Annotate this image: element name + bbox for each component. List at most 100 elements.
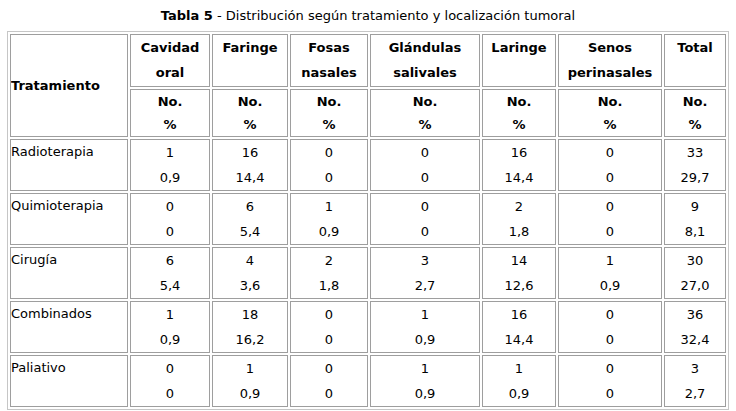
cell-percent: 1,8 xyxy=(291,273,367,298)
subheader-cell: No.% xyxy=(482,89,556,137)
cell-count: 30 xyxy=(665,248,725,273)
table-caption-text: - Distribución según tratamiento y local… xyxy=(213,8,575,23)
cell-percent: 1,8 xyxy=(483,219,555,244)
cell-count: 16 xyxy=(483,140,555,165)
table-cell: 00 xyxy=(130,355,210,407)
subheader-pct: % xyxy=(559,113,661,136)
cell-percent: 0 xyxy=(131,381,209,406)
table-row-combinados: Combinados 10,9 1816,2 00 10,9 1614,4 00… xyxy=(10,301,726,353)
column-header-fosas-nasales: Fosas nasales xyxy=(290,34,368,87)
cell-count: 6 xyxy=(213,194,287,219)
table-cell: 1816,2 xyxy=(212,301,288,353)
cell-count: 0 xyxy=(291,302,367,327)
cell-percent: 0,9 xyxy=(291,219,367,244)
table-cell: 00 xyxy=(558,301,662,353)
row-label: Paliativo xyxy=(10,355,128,407)
cell-count: 0 xyxy=(371,194,479,219)
cell-percent: 0 xyxy=(559,219,661,244)
cell-percent: 0 xyxy=(291,165,367,190)
cell-percent: 8,1 xyxy=(665,219,725,244)
table-caption: Tabla 5 - Distribución según tratamiento… xyxy=(0,0,736,31)
table-cell: 00 xyxy=(558,139,662,191)
cell-percent: 0,9 xyxy=(371,327,479,352)
table-cell: 00 xyxy=(290,355,368,407)
corner-header-tratamiento: Tratamiento xyxy=(10,34,128,137)
cell-percent: 0 xyxy=(559,327,661,352)
cell-count: 1 xyxy=(559,248,661,273)
table-cell: 00 xyxy=(290,139,368,191)
row-label: Radioterapia xyxy=(10,139,128,191)
subheader-no: No. xyxy=(291,90,367,113)
table-cell: 1614,4 xyxy=(212,139,288,191)
table-cell: 00 xyxy=(370,193,480,245)
subheader-pct: % xyxy=(665,113,725,136)
cell-count: 0 xyxy=(559,356,661,381)
table-cell-total: 3632,4 xyxy=(664,301,726,353)
row-label: Combinados xyxy=(10,301,128,353)
cell-count: 16 xyxy=(213,140,287,165)
subheader-no: No. xyxy=(665,90,725,113)
column-header-cavidad-oral: Cavidad oral xyxy=(130,34,210,87)
column-header-laringe: Laringe xyxy=(482,34,556,87)
cell-count: 18 xyxy=(213,302,287,327)
cell-count: 1 xyxy=(371,356,479,381)
cell-count: 3 xyxy=(371,248,479,273)
subheader-cell: No.% xyxy=(212,89,288,137)
subheader-pct: % xyxy=(483,113,555,136)
treatment-location-table: Tratamiento Cavidad oral Faringe Fosas n… xyxy=(7,31,729,410)
cell-count: 2 xyxy=(291,248,367,273)
cell-percent: 0 xyxy=(291,327,367,352)
cell-count: 0 xyxy=(131,356,209,381)
subheader-cell: No.% xyxy=(664,89,726,137)
cell-count: 1 xyxy=(131,140,209,165)
cell-percent: 3,6 xyxy=(213,273,287,298)
page: Tabla 5 - Distribución según tratamiento… xyxy=(0,0,736,411)
cell-percent: 0 xyxy=(559,381,661,406)
table-cell: 1614,4 xyxy=(482,301,556,353)
subheader-pct: % xyxy=(371,113,479,136)
cell-percent: 5,4 xyxy=(131,273,209,298)
table-cell: 10,9 xyxy=(130,139,210,191)
table-row-paliativo: Paliativo 00 10,9 00 10,9 10,9 00 32,7 xyxy=(10,355,726,407)
cell-percent: 12,6 xyxy=(483,273,555,298)
cell-percent: 0 xyxy=(371,219,479,244)
cell-count: 9 xyxy=(665,194,725,219)
table-caption-label: Tabla 5 xyxy=(161,8,213,23)
table-cell: 10,9 xyxy=(212,355,288,407)
table-cell: 00 xyxy=(558,193,662,245)
row-label: Quimioterapia xyxy=(10,193,128,245)
header-row-locations: Tratamiento Cavidad oral Faringe Fosas n… xyxy=(10,34,726,87)
cell-percent: 14,4 xyxy=(213,165,287,190)
cell-percent: 16,2 xyxy=(213,327,287,352)
table-cell-total: 3027,0 xyxy=(664,247,726,299)
table-cell: 1412,6 xyxy=(482,247,556,299)
cell-count: 14 xyxy=(483,248,555,273)
column-header-total: Total xyxy=(664,34,726,87)
cell-count: 4 xyxy=(213,248,287,273)
table-cell: 32,7 xyxy=(370,247,480,299)
table-cell-total: 98,1 xyxy=(664,193,726,245)
cell-percent: 0,9 xyxy=(559,273,661,298)
cell-count: 16 xyxy=(483,302,555,327)
table-cell: 10,9 xyxy=(130,301,210,353)
cell-count: 0 xyxy=(131,194,209,219)
table-cell: 65,4 xyxy=(130,247,210,299)
cell-percent: 0 xyxy=(559,165,661,190)
subheader-no: No. xyxy=(213,90,287,113)
cell-percent: 14,4 xyxy=(483,165,555,190)
cell-count: 0 xyxy=(291,356,367,381)
column-header-glandulas-salivales: Glándulas salivales xyxy=(370,34,480,87)
table-cell: 00 xyxy=(130,193,210,245)
cell-count: 0 xyxy=(371,140,479,165)
table-cell: 65,4 xyxy=(212,193,288,245)
cell-percent: 27,0 xyxy=(665,273,725,298)
table-cell-total: 32,7 xyxy=(664,355,726,407)
cell-percent: 0 xyxy=(291,381,367,406)
cell-percent: 32,4 xyxy=(665,327,725,352)
column-header-senos-perinasales: Senos perinasales xyxy=(558,34,662,87)
cell-count: 36 xyxy=(665,302,725,327)
cell-percent: 0,9 xyxy=(483,381,555,406)
table-cell: 10,9 xyxy=(482,355,556,407)
table-cell: 10,9 xyxy=(370,355,480,407)
cell-percent: 0 xyxy=(131,219,209,244)
